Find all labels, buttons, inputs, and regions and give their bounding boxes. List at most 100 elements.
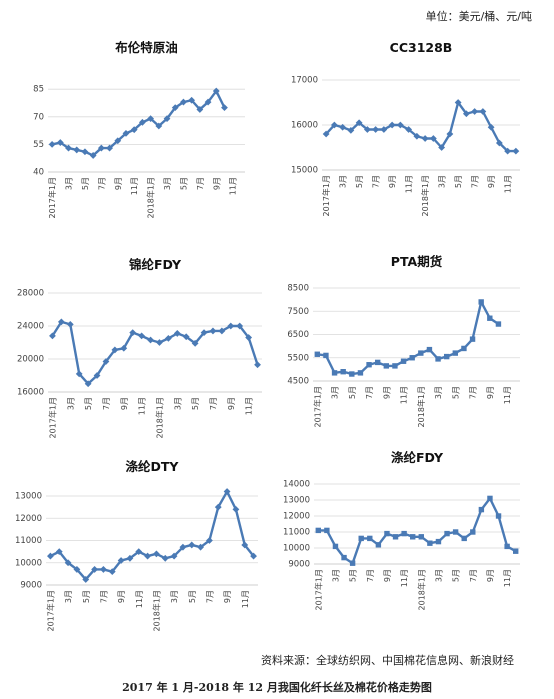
x-tick-label: 2017年1月 (47, 397, 57, 438)
x-tick-label: 11月 (504, 175, 513, 193)
data-point (180, 98, 187, 106)
data-point (396, 121, 404, 129)
x-tick-label: 11月 (400, 386, 409, 404)
y-tick-label: 16000 (17, 388, 44, 398)
data-point (452, 529, 459, 535)
data-point (380, 126, 388, 133)
chart-title: 涤纶FDY (391, 450, 444, 465)
data-point (49, 332, 56, 340)
data-point (461, 345, 467, 352)
data-point (421, 135, 429, 142)
data-point (487, 495, 493, 502)
data-point (418, 350, 424, 356)
x-tick-label: 9月 (382, 386, 391, 399)
data-point (392, 363, 398, 369)
data-point (153, 550, 160, 558)
y-tick-label: 15000 (291, 166, 318, 176)
x-tick-label: 3月 (173, 397, 182, 410)
data-point (324, 527, 330, 534)
y-tick-label: 4500 (287, 377, 309, 387)
data-point (438, 144, 446, 151)
x-tick-label: 11月 (135, 590, 144, 608)
y-tick-label: 40 (33, 168, 44, 178)
y-tick-label: 70 (33, 112, 44, 122)
data-point (363, 126, 371, 133)
chart-title: 锦纶FDY (129, 257, 182, 272)
data-point (97, 144, 105, 152)
data-point (212, 87, 220, 95)
data-point (495, 321, 502, 327)
data-point (347, 127, 355, 134)
x-tick-label: 5月 (451, 386, 460, 399)
data-point (75, 370, 83, 378)
data-point (241, 541, 249, 549)
data-point (197, 543, 204, 551)
y-tick-label: 14000 (283, 480, 310, 490)
data-point (454, 99, 462, 106)
data-point (462, 110, 470, 118)
data-point (117, 557, 125, 564)
data-point (426, 346, 433, 353)
data-point (374, 359, 381, 366)
data-point (461, 535, 467, 542)
x-tick-label: 7月 (209, 397, 218, 410)
data-point (487, 315, 493, 321)
y-tick-label: 12000 (283, 512, 310, 522)
data-point (504, 543, 510, 550)
x-tick-label: 2017年1月 (313, 569, 323, 610)
data-point (452, 350, 459, 356)
data-point (73, 146, 81, 154)
x-tick-label: 5月 (81, 177, 90, 190)
data-point (331, 370, 338, 376)
data-point (478, 299, 484, 305)
x-tick-label: 5月 (349, 569, 358, 582)
data-point (155, 122, 163, 130)
data-point (111, 346, 119, 354)
data-point (64, 559, 72, 567)
x-tick-label: 7月 (205, 590, 214, 603)
data-point (479, 108, 487, 115)
data-point (161, 554, 169, 562)
series-line (51, 320, 259, 385)
data-point (375, 542, 382, 548)
data-point (47, 552, 54, 560)
data-point (504, 147, 512, 155)
x-tick-label: 11月 (245, 397, 254, 415)
x-tick-label: 5月 (191, 397, 200, 410)
x-tick-label: 9月 (227, 397, 236, 410)
chart-title: CC3128B (390, 40, 453, 55)
data-point (443, 353, 450, 360)
x-tick-label: 11月 (405, 175, 414, 193)
x-tick-label: 3月 (331, 386, 340, 399)
x-tick-label: 5月 (179, 177, 188, 190)
data-point (383, 363, 390, 369)
y-tick-label: 9000 (20, 581, 42, 591)
x-tick-label: 3月 (339, 175, 348, 188)
x-tick-label: 9月 (487, 175, 496, 188)
data-point (91, 566, 98, 573)
x-tick-label: 11月 (503, 569, 512, 587)
x-tick-label: 9月 (120, 397, 129, 410)
data-point (171, 104, 179, 111)
data-point (236, 322, 244, 330)
y-tick-label: 17000 (291, 76, 318, 86)
data-point (108, 568, 116, 576)
data-point (89, 152, 97, 159)
x-tick-label: 7月 (102, 397, 111, 410)
data-point (147, 336, 154, 344)
data-point (315, 527, 321, 534)
y-tick-label: 55 (33, 140, 44, 150)
data-point (81, 148, 89, 156)
x-tick-label: 7月 (97, 177, 106, 190)
data-point (102, 358, 110, 365)
x-tick-label: 11月 (130, 177, 139, 195)
data-point (487, 123, 495, 131)
x-tick-label: 7月 (471, 175, 480, 188)
x-tick-label: 2018年1月 (151, 590, 161, 631)
data-point (435, 356, 441, 362)
series-line (49, 490, 255, 581)
x-tick-label: 5月 (188, 590, 197, 603)
